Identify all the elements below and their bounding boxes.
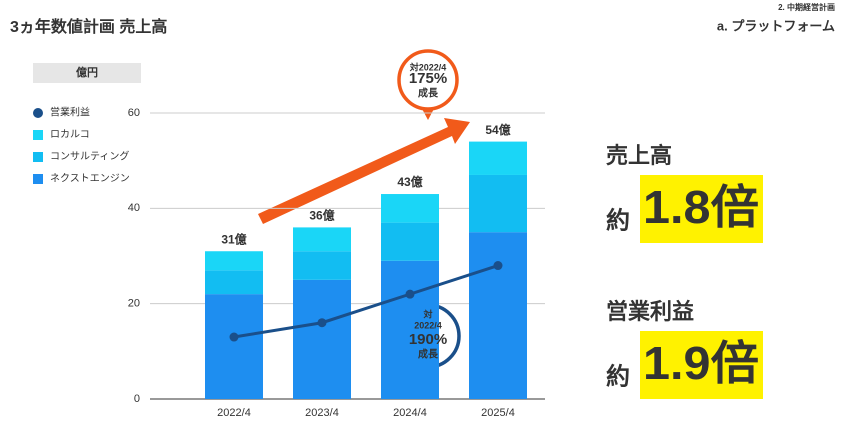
bar-segment [205,251,263,271]
total-label: 54億 [485,122,510,137]
x-tick-label: 2023/4 [305,407,339,419]
legend-label: コンサルティング [50,150,129,163]
bar-segment [381,194,439,223]
highlight [640,175,763,243]
unit: 億円 [76,65,98,79]
legend-label: 営業利益 [50,106,90,119]
x-tick-label: 2022/4 [217,407,251,419]
total-label: 43億 [397,174,422,189]
legend-swatch [33,130,43,140]
bar-segment [381,222,439,261]
bar-segment [381,260,439,399]
subsection: a. プラットフォーム [717,18,835,33]
title: 3ヵ年数値計画 売上高 [10,17,167,36]
callout-text: 2022/4 [414,320,442,330]
y-tick-label: 0 [134,393,140,405]
bar-segment [469,232,527,399]
kpi-value: 1.8倍 [643,181,759,233]
bar-segment [469,174,527,233]
callout-text: 190% [409,331,447,348]
y-tick-label: 60 [128,107,140,119]
legend-swatch [33,152,43,162]
unit-box [33,63,141,83]
callout [397,49,459,111]
point [405,289,415,299]
point [493,261,503,271]
bar-segment [293,251,351,280]
bar-segment [205,270,263,295]
total-label: 36億 [309,208,334,223]
bar-segment [293,279,351,399]
bar-segment [293,227,351,252]
y-tick-label: 40 [128,202,140,214]
point [317,318,327,328]
legend-label: ネクストエンジン [50,173,130,185]
callout-text: 成長 [418,348,439,361]
total-label: 31億 [221,231,246,246]
line [233,264,499,339]
callout-text: 成長 [418,87,439,100]
kpi-prefix: 約 [606,362,630,390]
y-tick-label: 20 [128,298,140,310]
callout-text: 対2022/4 [409,61,447,72]
kpi-value: 1.9倍 [643,337,759,389]
x-tick-label: 2024/4 [393,407,427,419]
kpi-label: 営業利益 [606,299,694,324]
legend-label: ロカルコ [50,129,90,141]
bar-segment [469,141,527,175]
callout-text: 対 [422,308,432,319]
legend-swatch [33,108,43,118]
highlight [640,331,763,399]
growth-arrow [258,118,470,224]
legend-swatch [33,174,43,184]
kpi-prefix: 約 [606,206,630,234]
kpi-label: 売上高 [606,143,672,168]
x-tick-label: 2025/4 [481,407,515,419]
section: 2. 中期経営計画 [778,2,835,12]
callout-text: 175% [409,70,447,87]
bar-segment [205,294,263,399]
point [229,332,239,342]
